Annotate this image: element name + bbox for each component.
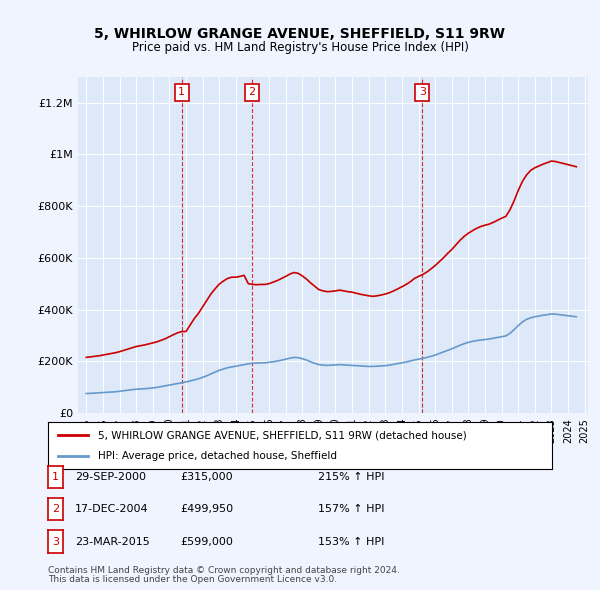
Text: 1: 1 [178,87,185,97]
Text: Contains HM Land Registry data © Crown copyright and database right 2024.: Contains HM Land Registry data © Crown c… [48,566,400,575]
Text: 157% ↑ HPI: 157% ↑ HPI [318,504,385,514]
Text: Price paid vs. HM Land Registry's House Price Index (HPI): Price paid vs. HM Land Registry's House … [131,41,469,54]
Text: 215% ↑ HPI: 215% ↑ HPI [318,472,385,481]
Text: £499,950: £499,950 [180,504,233,514]
Text: £315,000: £315,000 [180,472,233,481]
Text: 29-SEP-2000: 29-SEP-2000 [75,472,146,481]
Text: 5, WHIRLOW GRANGE AVENUE, SHEFFIELD, S11 9RW (detached house): 5, WHIRLOW GRANGE AVENUE, SHEFFIELD, S11… [98,430,467,440]
Text: 2: 2 [52,504,59,514]
Text: 2: 2 [248,87,256,97]
Text: 1: 1 [52,472,59,481]
Text: 5, WHIRLOW GRANGE AVENUE, SHEFFIELD, S11 9RW: 5, WHIRLOW GRANGE AVENUE, SHEFFIELD, S11… [95,27,505,41]
Text: This data is licensed under the Open Government Licence v3.0.: This data is licensed under the Open Gov… [48,575,337,584]
Text: 17-DEC-2004: 17-DEC-2004 [75,504,149,514]
Text: 23-MAR-2015: 23-MAR-2015 [75,537,150,546]
Text: HPI: Average price, detached house, Sheffield: HPI: Average price, detached house, Shef… [98,451,337,461]
Text: 153% ↑ HPI: 153% ↑ HPI [318,537,385,546]
Text: £599,000: £599,000 [180,537,233,546]
Text: 3: 3 [52,537,59,546]
Text: 3: 3 [419,87,426,97]
